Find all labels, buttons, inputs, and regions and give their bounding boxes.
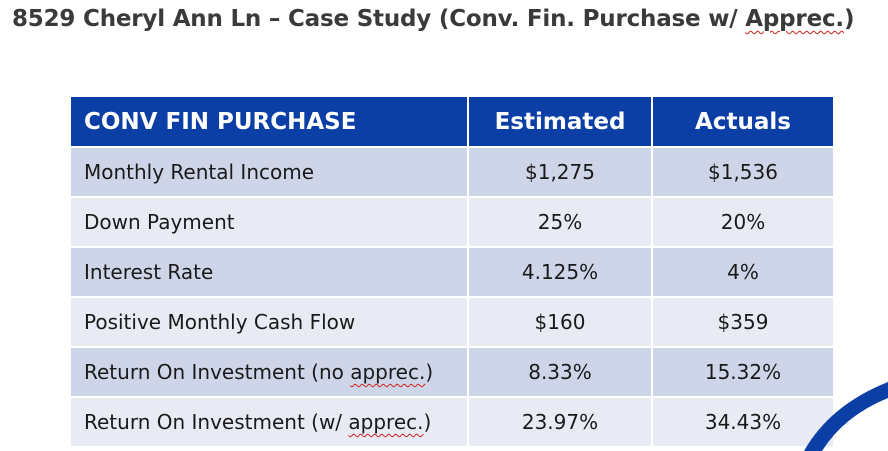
table-row: Return On Investment (w/ apprec.) 23.97%… (71, 396, 833, 446)
slide-title-text: 8529 Cheryl Ann Ln – Case Study (Conv. F… (12, 6, 746, 32)
actual-value: 20% (652, 196, 833, 247)
estimated-value: 23.97% (468, 396, 653, 446)
row-label: Positive Monthly Cash Flow (71, 296, 469, 347)
column-header: Estimated (468, 97, 653, 147)
row-label-end: ) (423, 410, 432, 434)
estimated-value: 8.33% (468, 346, 653, 397)
actual-value: 34.43% (652, 396, 833, 446)
swoosh-shape (804, 382, 888, 451)
slide-title-end: ) (843, 6, 855, 32)
estimated-value: 4.125% (468, 246, 653, 297)
table-row: Down Payment 25% 20% (71, 196, 833, 247)
row-label: Monthly Rental Income (71, 146, 469, 197)
table-row: Monthly Rental Income $1,275 $1,536 (71, 146, 833, 197)
estimated-value: $160 (468, 296, 653, 347)
table-row: Interest Rate 4.125% 4% (71, 246, 833, 297)
estimated-value: 25% (468, 196, 653, 247)
actual-value: $359 (652, 296, 833, 347)
row-label-flagged-word: apprec. (348, 410, 424, 434)
table-row: Return On Investment (no apprec.) 8.33% … (71, 346, 833, 397)
slide-title-flagged-word: Apprec. (745, 6, 844, 32)
table-row: Positive Monthly Cash Flow $160 $359 (71, 296, 833, 347)
actual-value: 4% (652, 246, 833, 297)
comparison-table: CONV FIN PURCHASE Estimated Actuals Mont… (71, 97, 833, 446)
row-label-end: ) (425, 360, 434, 384)
estimated-value: $1,275 (468, 146, 653, 197)
row-label: Return On Investment (no apprec.) (71, 346, 469, 397)
actual-value: $1,536 (652, 146, 833, 197)
column-header: Actuals (652, 97, 833, 147)
column-header: CONV FIN PURCHASE (71, 97, 469, 147)
row-label-text: Return On Investment (w/ (84, 410, 349, 434)
row-label: Return On Investment (w/ apprec.) (71, 396, 469, 446)
row-label-flagged-word: apprec. (350, 360, 426, 384)
row-label-text: Return On Investment (no (84, 360, 351, 384)
actual-value: 15.32% (652, 346, 833, 397)
table-header-row: CONV FIN PURCHASE Estimated Actuals (71, 97, 833, 147)
slide-title: 8529 Cheryl Ann Ln – Case Study (Conv. F… (12, 6, 854, 32)
row-label: Down Payment (71, 196, 469, 247)
decorative-swoosh (804, 382, 888, 451)
row-label: Interest Rate (71, 246, 469, 297)
